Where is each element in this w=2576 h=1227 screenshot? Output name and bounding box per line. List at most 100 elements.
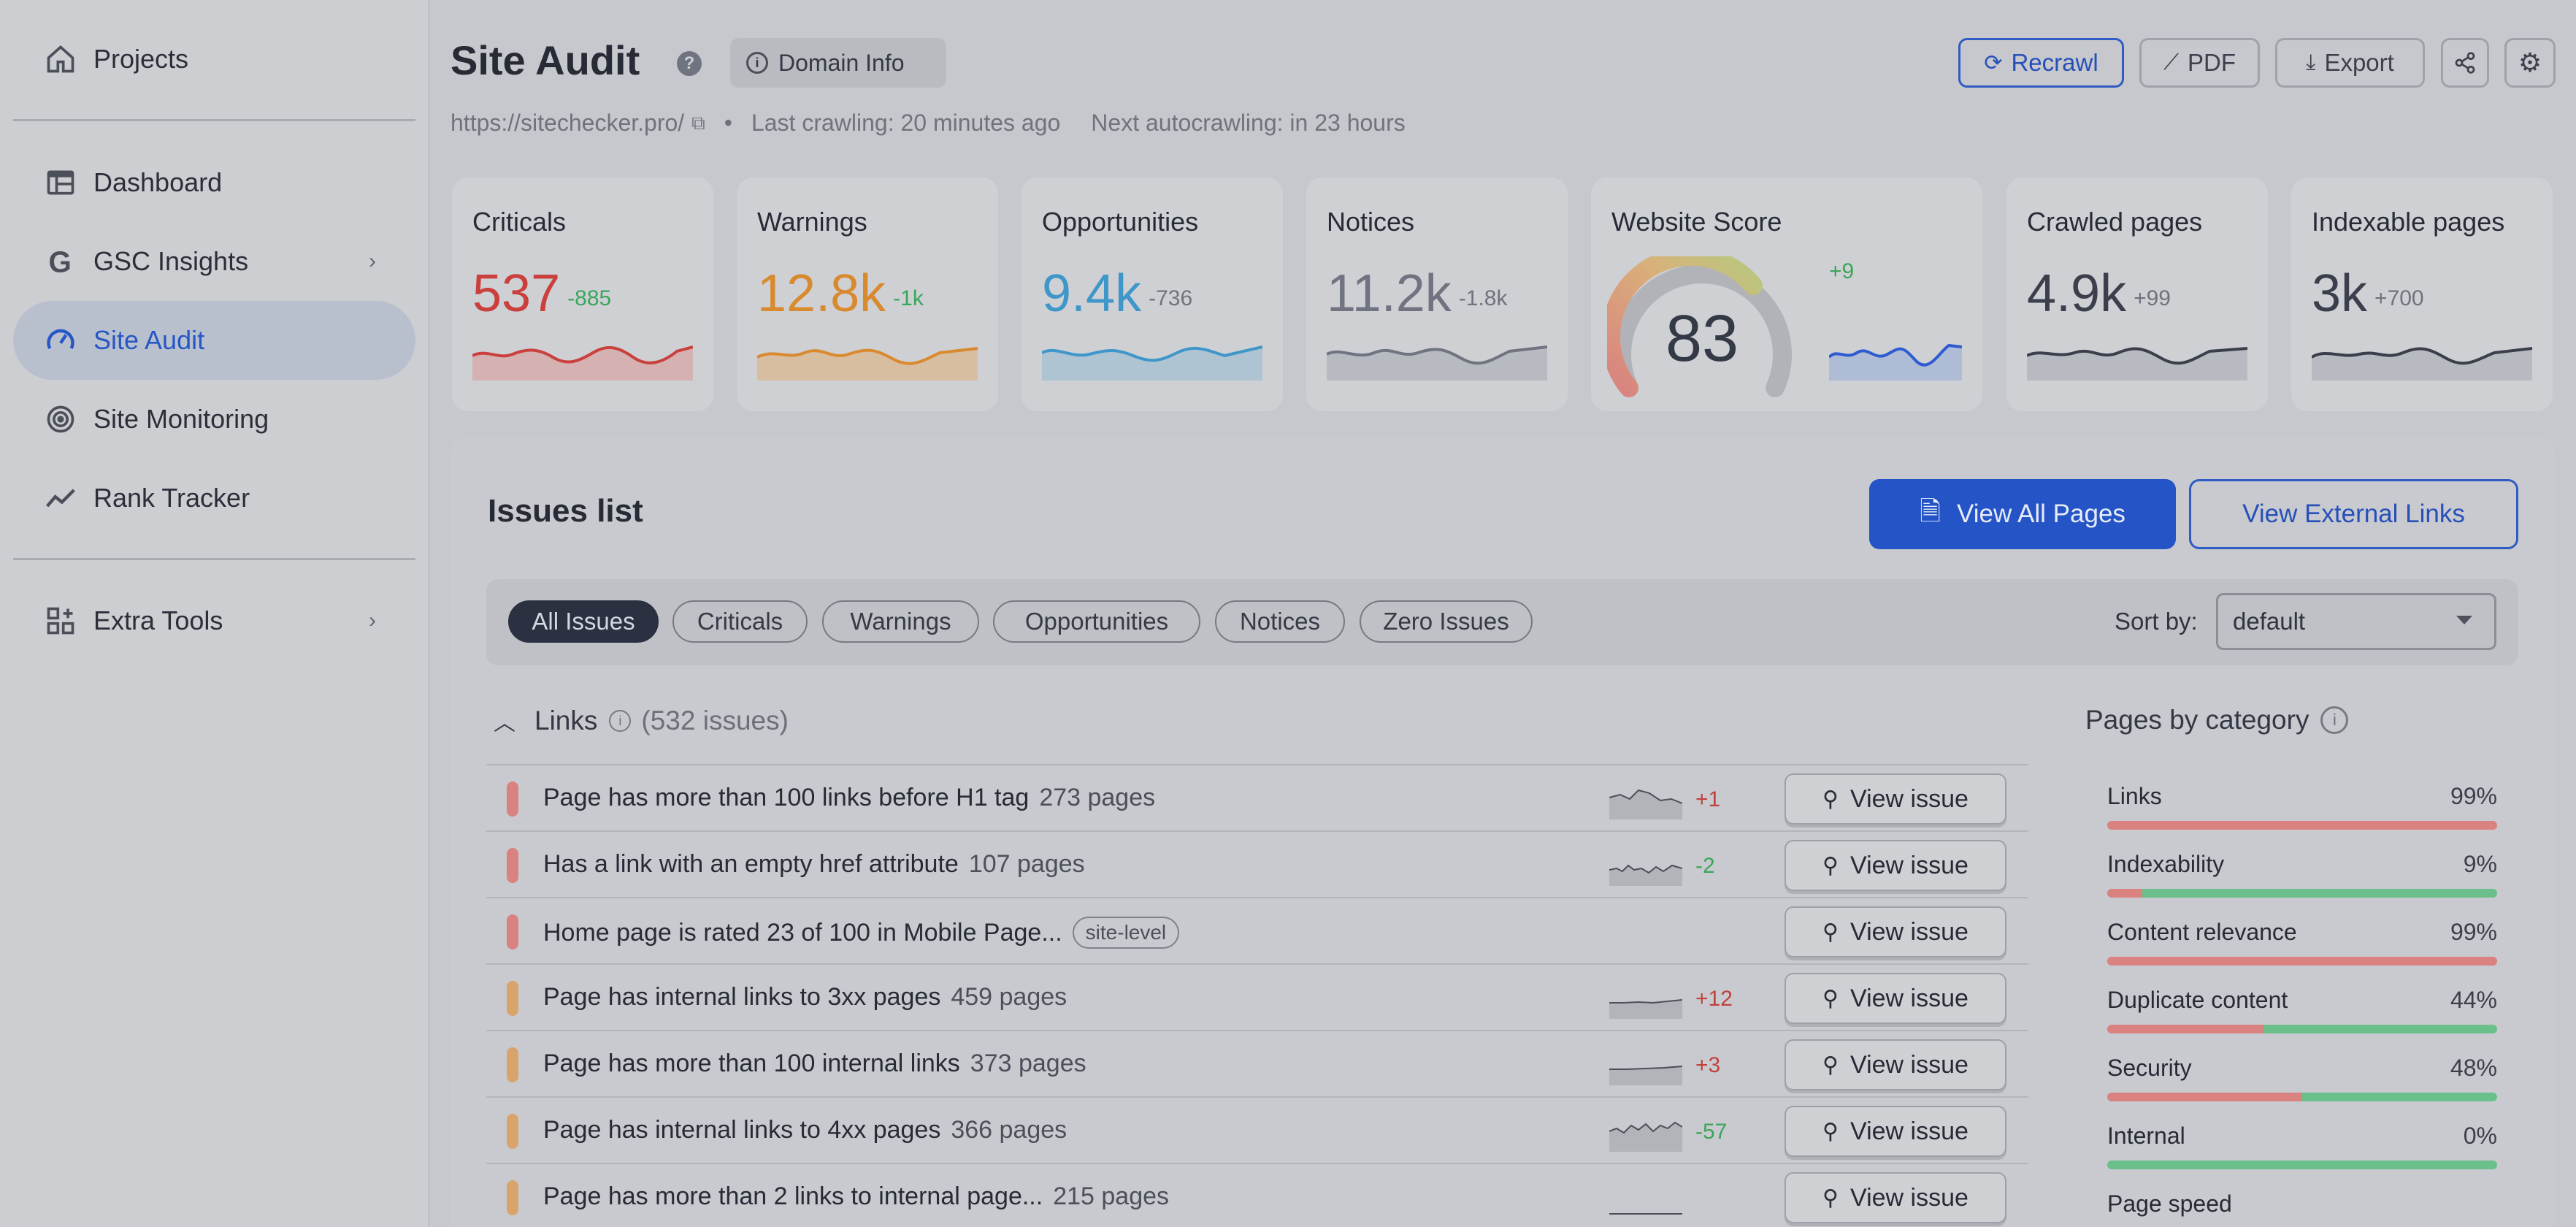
view-issue-button[interactable]: ⚲ View issue [1785, 773, 2006, 825]
category-bar [2107, 1025, 2497, 1033]
issue-pages: 373 pages [970, 1050, 1086, 1077]
filter-all-issues[interactable]: All Issues [508, 600, 659, 643]
category-item[interactable]: Internal 0% [2107, 1123, 2497, 1169]
stat-card-opportunities[interactable]: Opportunities 9.4k -736 [1021, 177, 1283, 411]
issue-pages: 107 pages [968, 850, 1085, 878]
opportunities-sparkline [1042, 345, 1262, 381]
sidebar-item-rank-tracker[interactable]: Rank Tracker [13, 459, 415, 538]
stat-label: Warnings [757, 207, 867, 237]
view-issue-label: View issue [1850, 851, 1969, 879]
stat-number: 537 [472, 264, 561, 323]
share-button[interactable] [2441, 38, 2489, 88]
gauge-icon [44, 324, 77, 357]
chevron-up-icon[interactable]: ︿ [494, 711, 515, 735]
category-item[interactable]: Content relevance 99% [2107, 919, 2497, 966]
issue-text[interactable]: Page has internal links to 3xx pages 459 … [543, 983, 1067, 1012]
filter-criticals[interactable]: Criticals [672, 600, 808, 643]
stat-value: 4.9k +99 [2027, 264, 2171, 324]
grid-plus-icon [44, 604, 77, 638]
stat-label: Crawled pages [2027, 207, 2203, 237]
stat-delta: -1k [893, 286, 924, 310]
stat-card-indexable-pages[interactable]: Indexable pages 3k +700 [2291, 177, 2553, 411]
settings-button[interactable]: ⚙ [2504, 38, 2556, 88]
links-group-header[interactable]: ︿ Links i (532 issues) [494, 705, 789, 737]
issue-text[interactable]: Page has internal links to 4xx pages 366 … [543, 1116, 1067, 1144]
category-bar-fill [2107, 1025, 2263, 1033]
search-icon: ⚲ [1822, 1052, 1839, 1077]
stat-card-website-score[interactable]: Website Score 83 +9 [1591, 177, 1982, 411]
search-icon: ⚲ [1822, 787, 1839, 811]
external-link-icon[interactable]: ⧉ [691, 111, 705, 134]
stat-value: 3k +700 [2312, 264, 2424, 324]
notices-sparkline [1327, 345, 1547, 381]
last-crawl-text: Last crawling: 20 minutes ago [751, 110, 1061, 136]
issue-change: +12 [1695, 987, 1733, 1011]
filter-zero-issues[interactable]: Zero Issues [1360, 600, 1533, 643]
issue-title: Has a link with an empty href attribute [543, 850, 959, 878]
severity-marker [507, 1114, 518, 1149]
info-icon[interactable]: i [2320, 706, 2349, 734]
category-item[interactable]: Page speed [2107, 1190, 2497, 1218]
help-icon[interactable]: ? [677, 51, 702, 76]
domain-info-label: Domain Info [778, 49, 905, 76]
category-bar [2107, 1161, 2497, 1169]
issue-text[interactable]: Page has more than 100 internal links 373… [543, 1050, 1086, 1078]
issue-text[interactable]: Page has more than 100 links before H1 t… [543, 784, 1155, 812]
issue-pages: 366 pages [951, 1116, 1067, 1144]
category-item[interactable]: Indexability 9% [2107, 851, 2497, 898]
view-all-pages-button[interactable]: 🗎 View All Pages [1869, 479, 2176, 549]
stat-delta: -1.8k [1458, 286, 1508, 310]
sidebar-item-projects[interactable]: Projects [13, 20, 415, 99]
criticals-sparkline [472, 345, 693, 381]
sidebar-item-dashboard[interactable]: Dashboard [13, 143, 415, 222]
sidebar-item-label: Site Audit [93, 325, 205, 355]
issue-text[interactable]: Page has more than 2 links to internal p… [543, 1182, 1169, 1211]
category-item[interactable]: Links 99% [2107, 783, 2497, 830]
sidebar-item-site-audit[interactable]: Site Audit [13, 301, 415, 380]
view-issue-label: View issue [1850, 1117, 1969, 1145]
view-issue-button[interactable]: ⚲ View issue [1785, 840, 2006, 891]
issue-text[interactable]: Home page is rated 23 of 100 in Mobile P… [543, 917, 1180, 949]
view-issue-button[interactable]: ⚲ View issue [1785, 1039, 2006, 1090]
domain-info-button[interactable]: i Domain Info [730, 38, 946, 88]
issue-text[interactable]: Has a link with an empty href attribute 1… [543, 850, 1085, 879]
separator-dot: • [724, 110, 732, 136]
category-name: Links [2107, 783, 2162, 809]
filter-notices[interactable]: Notices [1215, 600, 1345, 643]
view-issue-button[interactable]: ⚲ View issue [1785, 906, 2006, 957]
sidebar-item-gsc-insights[interactable]: G GSC Insights › [13, 222, 415, 301]
filter-warnings[interactable]: Warnings [822, 600, 979, 643]
view-issue-label: View issue [1850, 984, 1969, 1012]
pdf-button[interactable]: ⟋ PDF [2139, 38, 2260, 88]
home-icon [44, 42, 77, 76]
sidebar-item-site-monitoring[interactable]: Site Monitoring [13, 380, 415, 459]
sidebar-item-label: Extra Tools [93, 605, 223, 635]
stat-card-criticals[interactable]: Criticals 537 -885 [452, 177, 713, 411]
stat-card-warnings[interactable]: Warnings 12.8k -1k [737, 177, 998, 411]
stat-card-crawled-pages[interactable]: Crawled pages 4.9k +99 [2006, 177, 2268, 411]
pages-by-category-title: Pages by category i [2085, 705, 2349, 735]
pdf-label: PDF [2188, 49, 2236, 76]
stat-value: 11.2k -1.8k [1327, 264, 1508, 324]
share-icon [2455, 52, 2475, 74]
sidebar-divider [13, 119, 415, 121]
site-url-link[interactable]: https://sitechecker.pro/ [451, 110, 685, 136]
sort-select[interactable]: default [2216, 593, 2496, 650]
category-item[interactable]: Duplicate content 44% [2107, 987, 2497, 1033]
category-item[interactable]: Security 48% [2107, 1055, 2497, 1101]
export-button[interactable]: ⤓ Export [2275, 38, 2425, 88]
view-issue-button[interactable]: ⚲ View issue [1785, 1106, 2006, 1157]
issue-title: Page has more than 100 links before H1 t… [543, 784, 1030, 811]
stat-label: Indexable pages [2312, 207, 2505, 237]
category-bar [2107, 889, 2497, 898]
issue-pages: 459 pages [951, 983, 1067, 1011]
view-external-links-button[interactable]: View External Links [2189, 479, 2518, 549]
view-issue-button[interactable]: ⚲ View issue [1785, 1172, 2006, 1223]
recrawl-button[interactable]: ⟳ Recrawl [1958, 38, 2124, 88]
filter-opportunities[interactable]: Opportunities [993, 600, 1200, 643]
stat-card-notices[interactable]: Notices 11.2k -1.8k [1306, 177, 1568, 411]
view-issue-button[interactable]: ⚲ View issue [1785, 973, 2006, 1024]
sidebar-item-extra-tools[interactable]: Extra Tools › [13, 581, 415, 660]
issue-title: Home page is rated 23 of 100 in Mobile P… [543, 919, 1062, 947]
group-count: (532 issues) [641, 706, 789, 735]
